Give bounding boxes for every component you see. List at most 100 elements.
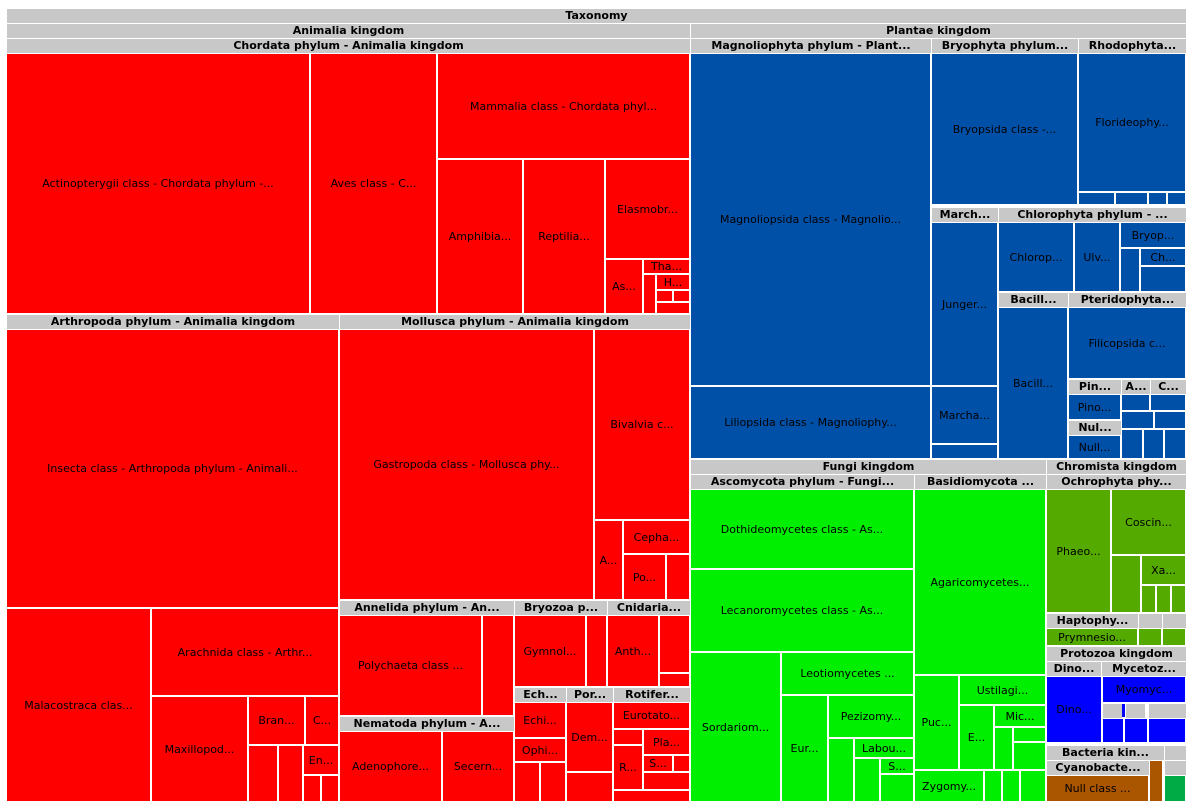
treemap-cell[interactable] [673,290,690,302]
treemap-cell[interactable]: Tha... [643,259,690,274]
treemap-cell[interactable]: Adenophore... [339,731,442,802]
phylum-header[interactable] [1164,760,1186,775]
treemap-cell[interactable] [1121,411,1154,429]
phylum-header[interactable] [1162,613,1186,628]
treemap-cell[interactable]: Ophi... [514,738,566,762]
treemap-cell[interactable] [1167,192,1186,205]
treemap-cell[interactable]: Coscin... [1111,489,1186,555]
treemap-cell[interactable]: Po... [623,554,666,600]
treemap-cell[interactable]: Lecanoromycetes class - As... [690,569,914,652]
treemap-cell[interactable] [1102,718,1124,743]
treemap-cell[interactable] [278,745,303,802]
phylum-header[interactable] [1148,703,1186,718]
phylum-header[interactable]: Bryozoa p... [514,600,607,615]
treemap-cell[interactable]: Bryopsida class -... [931,53,1078,205]
kingdom-header[interactable]: Bacteria kin... [1046,745,1164,760]
treemap-cell[interactable] [643,274,656,314]
treemap-cell[interactable]: Actinopterygii class - Chordata phylum -… [6,53,310,314]
phylum-header[interactable]: Chlorophyta phylum - ... [998,207,1186,222]
kingdom-header[interactable]: Plantae kingdom [690,23,1186,38]
treemap-cell[interactable]: R... [613,745,643,790]
treemap-cell[interactable]: H... [656,274,690,290]
phylum-header[interactable]: Arthropoda phylum - Animalia kingdom [6,314,339,329]
treemap-cell[interactable]: Bran... [248,696,305,745]
phylum-header[interactable]: Bacill... [998,292,1068,307]
treemap-cell[interactable] [994,727,1013,770]
treemap-cell[interactable] [586,615,607,687]
treemap-cell[interactable]: Magnoliopsida class - Magnolio... [690,53,931,386]
treemap-cell[interactable] [1148,718,1186,743]
treemap-cell[interactable]: Sordariom... [690,652,781,802]
treemap-cell[interactable]: Pezizomy... [828,695,914,738]
treemap-cell[interactable] [1013,727,1046,742]
treemap-cell[interactable]: Gymnol... [514,615,586,687]
treemap-cell[interactable]: Phaeo... [1046,489,1111,613]
phylum-header[interactable] [1125,703,1145,718]
phylum-header[interactable]: Cyanobacte... [1046,760,1149,775]
phylum-header[interactable] [1102,703,1122,718]
treemap-cell[interactable]: Amphibia... [437,159,523,314]
treemap-cell[interactable]: As... [605,259,643,314]
treemap-cell[interactable] [656,302,690,314]
treemap-cell[interactable]: Aves class - C... [310,53,437,314]
treemap-cell[interactable]: Mammalia class - Chordata phyl... [437,53,690,159]
treemap-cell[interactable]: Ulv... [1074,222,1120,292]
treemap-cell[interactable]: Gastropoda class - Mollusca phy... [339,329,594,600]
treemap-cell[interactable] [1078,192,1115,205]
treemap-cell[interactable]: Leotiomycetes ... [781,652,914,695]
treemap-cell[interactable]: E... [959,705,994,770]
treemap-cell[interactable]: Eur... [781,695,828,802]
kingdom-header[interactable]: Animalia kingdom [6,23,690,38]
treemap-cell[interactable] [1149,760,1163,802]
treemap-cell[interactable]: Malacostraca clas... [6,608,151,802]
treemap-cell[interactable] [854,758,880,802]
phylum-header[interactable]: Chordata phylum - Animalia kingdom [6,38,690,53]
treemap-cell[interactable] [1141,585,1156,613]
treemap-cell[interactable]: S... [880,758,914,774]
treemap-cell[interactable]: Dothideomycetes class - As... [690,489,914,569]
treemap-cell[interactable]: Prymnesio... [1046,628,1138,646]
treemap-cell[interactable]: Labou... [854,738,914,758]
treemap-cell[interactable]: Liliopsida class - Magnoliophy... [690,386,931,459]
treemap-cell[interactable] [1115,192,1148,205]
treemap-cell[interactable]: Marcha... [931,386,998,444]
treemap-cell[interactable] [613,729,643,745]
treemap-cell[interactable] [659,673,690,687]
treemap-cell[interactable]: Junger... [931,222,998,386]
treemap-cell[interactable] [1121,429,1143,459]
treemap-cell[interactable]: Xa... [1141,555,1186,585]
treemap-cell[interactable]: Dino... [1046,676,1102,743]
treemap-cell[interactable]: Bacill... [998,307,1068,459]
treemap-cell[interactable]: Anth... [607,615,659,687]
treemap-cell[interactable] [1002,770,1020,802]
treemap-cell[interactable] [303,775,321,802]
treemap-cell[interactable] [1138,628,1162,646]
treemap-cell[interactable]: Secern... [442,731,514,802]
treemap-cell[interactable]: Eurotato... [613,702,690,729]
phylum-header[interactable]: Rhodophyta... [1078,38,1186,53]
treemap-cell[interactable]: Chlorop... [998,222,1074,292]
treemap-cell[interactable] [1143,429,1164,459]
treemap-cell[interactable] [1140,266,1186,292]
treemap-cell[interactable] [1148,192,1167,205]
kingdom-header[interactable]: Protozoa kingdom [1046,646,1186,661]
treemap-cell[interactable] [1111,555,1141,613]
treemap-cell[interactable]: C... [305,696,339,745]
treemap-cell[interactable] [566,772,613,802]
phylum-header[interactable]: Pteridophyta... [1068,292,1186,307]
treemap-cell[interactable]: Mic... [994,705,1046,727]
kingdom-header[interactable]: Chromista kingdom [1046,459,1186,474]
phylum-header[interactable]: Pin... [1068,379,1121,394]
treemap-cell[interactable] [1124,718,1148,743]
treemap-cell[interactable]: Ch... [1140,248,1186,266]
treemap-cell[interactable]: Dem... [566,702,613,772]
treemap-cell[interactable] [656,290,673,302]
phylum-header[interactable]: Magnoliophyta phylum - Plant... [690,38,931,53]
treemap-cell[interactable]: Arachnida class - Arthr... [151,608,339,696]
phylum-header[interactable]: Bryophyta phylum... [931,38,1078,53]
phylum-header[interactable]: A... [1121,379,1150,394]
phylum-header[interactable]: Haptophy... [1046,613,1138,628]
kingdom-header[interactable]: Fungi kingdom [690,459,1046,474]
treemap-cell[interactable]: Null... [1068,435,1121,459]
treemap-cell[interactable] [666,554,690,600]
